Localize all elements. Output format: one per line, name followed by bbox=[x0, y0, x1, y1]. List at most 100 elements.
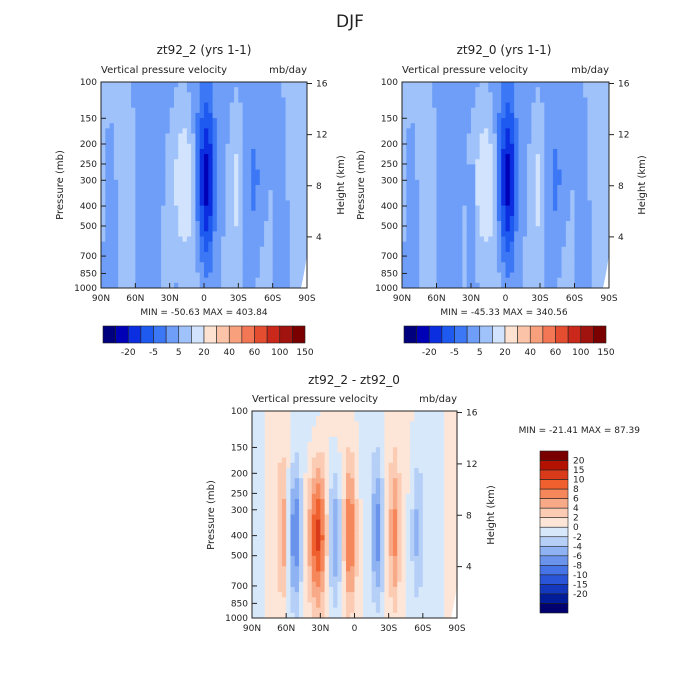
contour-cell bbox=[242, 246, 248, 253]
contour-cell bbox=[578, 205, 584, 212]
contour-cell bbox=[268, 159, 274, 165]
contour-cell bbox=[522, 102, 528, 109]
latitude-tick-label: 90S bbox=[298, 294, 315, 304]
contour-cell bbox=[229, 97, 235, 104]
contour-cell bbox=[199, 87, 205, 93]
contour-cell bbox=[259, 133, 265, 140]
contour-cell bbox=[303, 509, 309, 515]
contour-cell bbox=[423, 118, 429, 124]
contour-cell bbox=[208, 159, 214, 165]
contour-cell bbox=[492, 154, 498, 160]
contour-cell bbox=[488, 118, 494, 124]
contour-cell bbox=[191, 159, 196, 165]
contour-cell bbox=[212, 143, 218, 150]
contour-cell bbox=[518, 236, 524, 243]
contour-cell bbox=[289, 221, 295, 227]
contour-cell bbox=[259, 143, 265, 150]
contour-cell bbox=[475, 236, 481, 243]
contour-cell bbox=[269, 483, 274, 490]
contour-cell bbox=[333, 457, 338, 464]
contour-cell bbox=[574, 174, 580, 181]
contour-cell bbox=[466, 215, 472, 222]
contour-cell bbox=[591, 215, 597, 222]
contour-cell bbox=[225, 185, 231, 191]
contour-cell bbox=[354, 457, 360, 464]
contour-cell bbox=[462, 231, 468, 237]
contour-cell bbox=[191, 169, 196, 176]
contour-cell bbox=[328, 462, 334, 469]
contour-cell bbox=[290, 483, 296, 490]
panel-3-contour-field bbox=[251, 410, 458, 619]
contour-cell bbox=[444, 421, 449, 428]
contour-cell bbox=[436, 200, 442, 207]
contour-cell bbox=[294, 277, 299, 284]
contour-cell bbox=[483, 138, 489, 145]
contour-cell bbox=[195, 154, 201, 160]
contour-cell bbox=[535, 221, 541, 227]
contour-cell bbox=[276, 169, 282, 176]
contour-cell bbox=[436, 185, 442, 191]
contour-cell bbox=[600, 221, 606, 227]
contour-cell bbox=[246, 169, 252, 176]
contour-cell bbox=[268, 200, 274, 207]
contour-cell bbox=[432, 221, 437, 227]
contour-cell bbox=[264, 123, 269, 129]
contour-cell bbox=[600, 282, 606, 289]
contour-cell bbox=[410, 447, 415, 453]
contour-cell bbox=[337, 431, 343, 438]
contour-cell bbox=[225, 97, 231, 104]
contour-cell bbox=[208, 231, 214, 237]
contour-cell bbox=[101, 195, 106, 201]
contour-cell bbox=[255, 102, 261, 109]
contour-cell bbox=[410, 205, 416, 212]
contour-cell bbox=[475, 231, 481, 237]
contour-cell bbox=[255, 246, 261, 253]
contour-cell bbox=[113, 236, 119, 243]
contour-cell bbox=[587, 231, 593, 237]
contour-cell bbox=[281, 504, 287, 510]
contour-cell bbox=[475, 87, 481, 93]
contour-cell bbox=[405, 452, 411, 459]
contour-cell bbox=[410, 431, 415, 438]
contour-cell bbox=[221, 133, 226, 140]
contour-cell bbox=[101, 262, 106, 268]
contour-cell bbox=[269, 467, 274, 474]
contour-cell bbox=[311, 504, 317, 510]
contour-cell bbox=[118, 267, 123, 274]
contour-cell bbox=[363, 411, 368, 417]
contour-cell bbox=[600, 226, 606, 232]
contour-cell bbox=[242, 210, 248, 217]
contour-cell bbox=[449, 210, 455, 217]
contour-cell bbox=[371, 447, 377, 453]
contour-cell bbox=[466, 236, 472, 243]
contour-cell bbox=[208, 169, 214, 176]
contour-cell bbox=[514, 200, 519, 207]
contour-cell bbox=[276, 174, 282, 181]
contour-cell bbox=[118, 257, 123, 263]
contour-cell bbox=[289, 107, 295, 114]
contour-cell bbox=[199, 112, 205, 119]
contour-cell bbox=[596, 185, 601, 191]
contour-cell bbox=[259, 174, 265, 181]
contour-cell bbox=[294, 112, 299, 119]
contour-cell bbox=[286, 421, 291, 428]
contour-cell bbox=[195, 195, 201, 201]
contour-cell bbox=[152, 169, 158, 176]
contour-cell bbox=[294, 282, 299, 289]
contour-cell bbox=[405, 447, 411, 453]
latitude-tick-label: 60N bbox=[126, 294, 144, 304]
contour-cell bbox=[488, 246, 494, 253]
contour-cell bbox=[444, 473, 449, 479]
contour-cell bbox=[397, 509, 402, 515]
contour-cell bbox=[591, 190, 597, 196]
contour-cell bbox=[302, 185, 308, 191]
contour-cell bbox=[273, 457, 279, 464]
contour-cell bbox=[427, 195, 433, 201]
contour-cell bbox=[109, 267, 115, 274]
contour-cell bbox=[358, 431, 364, 438]
contour-cell bbox=[298, 97, 304, 104]
contour-cell bbox=[276, 215, 282, 222]
contour-cell bbox=[173, 164, 179, 171]
contour-cell bbox=[311, 431, 317, 438]
contour-cell bbox=[178, 138, 184, 145]
